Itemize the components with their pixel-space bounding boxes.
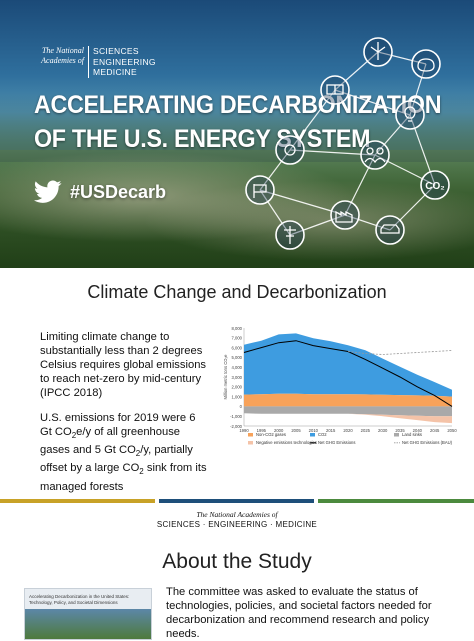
x-tick-label: 2010	[309, 428, 319, 433]
logo-word: SCIENCES	[93, 46, 139, 56]
report-cover-image	[25, 609, 151, 639]
y-tick-label: 7,000	[232, 336, 243, 341]
intro-paragraph-1: Limiting climate change to substantially…	[40, 331, 207, 399]
town-photo	[0, 150, 474, 268]
legend-label: Non-CO2 gases	[256, 432, 286, 437]
logo-word: MEDICINE	[93, 67, 137, 77]
hero-title: ACCELERATING DECARBONIZATION OF THE U.S.…	[34, 88, 442, 156]
intro-text: Limiting climate change to substantially…	[40, 330, 210, 505]
lightbulb-icon	[395, 100, 425, 130]
legend-swatch	[394, 433, 399, 437]
y-tick-label: 8,000	[232, 326, 243, 331]
x-tick-label: 2035	[395, 428, 405, 433]
hero-title-line: ACCELERATING DECARBONIZATION	[34, 91, 442, 119]
nasem-wordmark: The National Academies of SCIENCES · ENG…	[0, 510, 474, 530]
logo-prefix: The National Academies of	[41, 46, 84, 65]
legend-swatch	[310, 433, 315, 437]
legend-swatch	[248, 433, 253, 437]
legend-label: CO2	[318, 432, 327, 437]
flag-icon	[245, 175, 275, 205]
logo-word: ENGINEERING	[93, 56, 156, 67]
y-tick-label: 2,000	[232, 385, 243, 390]
x-tick-label: 2040	[413, 428, 423, 433]
y-axis-label: Million metric tons CO₂e	[223, 354, 228, 400]
color-divider	[0, 499, 474, 504]
series-negative-emissions-area	[244, 413, 452, 424]
x-tick-label: 2005	[291, 428, 301, 433]
x-tick-label: 2015	[326, 428, 336, 433]
legend-swatch	[248, 441, 253, 445]
legend-label: Net GHG Emissions	[318, 440, 355, 445]
car-icon	[375, 215, 405, 245]
section-title-about: About the Study	[162, 550, 312, 573]
nasem-logo: The National Academies of SCIENCES ENGIN…	[38, 46, 156, 78]
report-cover[interactable]: Accelerating Decarbonization in the Unit…	[24, 588, 152, 640]
y-tick-label: 6,000	[232, 345, 243, 350]
x-tick-label: 2000	[274, 428, 284, 433]
hero-title-line: OF THE U.S. ENERGY SYSTEM	[34, 125, 371, 153]
about-text: The committee was asked to evaluate the …	[166, 586, 432, 640]
divider-segment-gold	[0, 499, 155, 503]
divider-segment-green	[318, 499, 474, 503]
hashtag[interactable]: #USDecarb	[34, 180, 166, 204]
y-tick-label: 3,000	[232, 375, 243, 380]
series-land-sinks-area	[244, 406, 452, 417]
x-tick-label: 1990	[239, 428, 249, 433]
wordmark-prefix: The National Academies of	[196, 510, 278, 519]
co2-icon-glyph: CO₂	[425, 181, 444, 192]
y-tick-label: 0	[240, 404, 243, 409]
legend-label: Land sinks	[402, 432, 422, 437]
section-title-climate: Climate Change and Decarbonization	[87, 282, 387, 302]
twitter-bird-icon	[34, 180, 62, 203]
people-icon	[360, 140, 390, 170]
y-tick-label: 1,000	[232, 394, 243, 399]
logo-words: SCIENCES ENGINEERING MEDICINE	[88, 46, 156, 78]
co2-icon	[420, 170, 450, 200]
x-tick-label: 1995	[257, 428, 267, 433]
legend-label: Net GHG Emissions (BAU)	[402, 440, 453, 445]
y-tick-label: 5,000	[232, 355, 243, 360]
series-non-co2-area	[244, 393, 452, 407]
divider-segment-blue	[159, 499, 314, 503]
wordmark-line: SCIENCES · ENGINEERING · MEDICINE	[156, 520, 318, 529]
emissions-chart: 8,000 7,000 6,000 5,000 4,000 3,000 2,000 1,000…	[223, 326, 457, 445]
x-tick-label: 2030	[378, 428, 388, 433]
gear-icon	[275, 135, 305, 165]
x-tick-label: 2020	[343, 428, 353, 433]
x-tick-label: 2045	[430, 428, 440, 433]
hashtag-text: #USDecarb	[70, 181, 167, 202]
technology-network: CO₂	[245, 37, 450, 250]
y-tick-label: -1,000	[230, 414, 243, 419]
x-tick-label: 2025	[361, 428, 371, 433]
intro-paragraph-2: U.S. emissions for 2019 were 6 Gt CO2e/y…	[40, 412, 207, 493]
y-tick-label: 4,000	[232, 365, 243, 370]
report-cover-title: Accelerating Decarbonization in the Unit…	[29, 594, 130, 605]
piggy-bank-icon	[411, 49, 441, 79]
legend-label: Negative emissions technologies	[256, 440, 317, 445]
series-co2-area	[244, 333, 452, 397]
y-tick-label: -2,000	[230, 424, 243, 429]
x-tick-label: 2050	[447, 428, 457, 433]
hero-banner: The National Academies of SCIENCES ENGIN…	[0, 0, 474, 268]
